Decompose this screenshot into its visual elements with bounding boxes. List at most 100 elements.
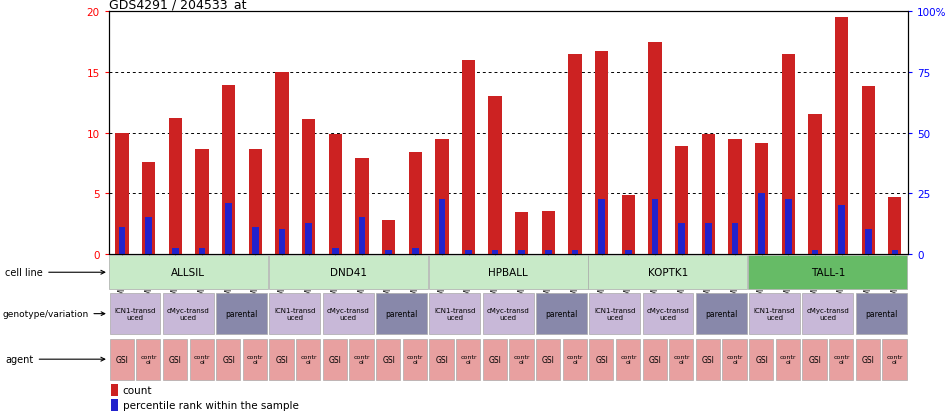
Bar	[323, 339, 347, 380]
Bar	[883, 339, 906, 380]
Bar	[482, 293, 534, 335]
Text: ICN1-transd
uced: ICN1-transd uced	[274, 308, 316, 320]
Bar	[217, 339, 240, 380]
Text: GSI: GSI	[755, 355, 768, 364]
Bar	[648, 43, 661, 254]
Bar	[642, 293, 693, 335]
Bar	[429, 256, 587, 289]
Text: percentile rank within the sample: percentile rank within the sample	[123, 400, 299, 410]
Bar	[888, 197, 902, 254]
Bar	[275, 73, 289, 254]
Bar	[142, 162, 155, 254]
Bar	[349, 339, 374, 380]
Text: contr
ol: contr ol	[674, 354, 690, 364]
Bar	[110, 339, 133, 380]
Bar	[563, 339, 587, 380]
Text: contr
ol: contr ol	[780, 354, 797, 364]
Bar	[776, 339, 800, 380]
Bar	[599, 199, 605, 254]
Bar	[302, 120, 315, 254]
Bar	[675, 147, 689, 254]
Bar	[589, 293, 640, 335]
Bar	[856, 339, 880, 380]
Bar	[702, 134, 715, 254]
Text: GSI: GSI	[435, 355, 448, 364]
Bar	[111, 399, 118, 411]
Bar	[196, 150, 209, 254]
Bar	[678, 224, 685, 254]
Text: contr
ol: contr ol	[833, 354, 850, 364]
Bar	[696, 339, 720, 380]
Bar	[755, 144, 768, 254]
Bar	[119, 228, 126, 254]
Text: KOPTK1: KOPTK1	[648, 268, 688, 278]
Bar	[808, 115, 821, 254]
Bar	[862, 87, 875, 254]
Bar	[270, 293, 321, 335]
Text: count: count	[123, 385, 152, 395]
Bar	[723, 339, 746, 380]
Bar	[865, 230, 871, 254]
Bar	[115, 133, 129, 254]
Text: contr
ol: contr ol	[621, 354, 637, 364]
Bar	[571, 250, 578, 254]
Bar	[802, 293, 853, 335]
Text: contr
ol: contr ol	[886, 354, 903, 364]
Bar	[111, 384, 118, 396]
Text: cell line: cell line	[6, 268, 105, 278]
Bar	[332, 248, 339, 254]
Bar	[492, 250, 499, 254]
Text: GSI: GSI	[329, 355, 342, 364]
Bar	[269, 256, 428, 289]
Text: parental: parental	[865, 309, 898, 318]
Bar	[439, 199, 446, 254]
Bar	[409, 152, 422, 254]
Bar	[146, 218, 152, 254]
Bar	[109, 256, 268, 289]
Bar	[759, 194, 765, 254]
Text: parental: parental	[225, 309, 258, 318]
Bar	[377, 339, 400, 380]
Bar	[225, 203, 232, 254]
Bar	[323, 293, 374, 335]
Text: contr
ol: contr ol	[727, 354, 744, 364]
Text: contr
ol: contr ol	[407, 354, 424, 364]
Text: parental: parental	[385, 309, 418, 318]
Bar	[217, 293, 267, 335]
Bar	[781, 55, 795, 254]
Text: ALLSIL: ALLSIL	[171, 268, 205, 278]
Text: GSI: GSI	[115, 355, 129, 364]
Text: GSI: GSI	[862, 355, 875, 364]
Bar	[482, 339, 507, 380]
Bar	[110, 293, 161, 335]
Bar	[456, 339, 481, 380]
Bar	[542, 212, 555, 254]
Bar	[382, 220, 395, 254]
Bar	[199, 248, 205, 254]
Bar	[403, 339, 427, 380]
Bar	[462, 61, 475, 254]
Text: cMyc-transd
uced: cMyc-transd uced	[326, 308, 370, 320]
Bar	[595, 52, 608, 254]
Text: GSI: GSI	[595, 355, 608, 364]
Text: GSI: GSI	[489, 355, 501, 364]
Text: GSI: GSI	[169, 355, 182, 364]
Bar	[488, 97, 501, 254]
Bar	[569, 55, 582, 254]
Bar	[705, 224, 711, 254]
Text: contr
ol: contr ol	[461, 354, 477, 364]
Bar	[377, 293, 427, 335]
Bar	[731, 224, 738, 254]
Bar	[642, 339, 667, 380]
Bar	[748, 256, 907, 289]
Bar	[785, 199, 792, 254]
Text: GSI: GSI	[275, 355, 289, 364]
Bar	[728, 139, 742, 254]
Text: cMyc-transd
uced: cMyc-transd uced	[806, 308, 850, 320]
Bar	[509, 339, 534, 380]
Bar	[812, 250, 818, 254]
Bar	[252, 228, 258, 254]
Bar	[625, 250, 632, 254]
Bar	[429, 293, 481, 335]
Bar	[328, 134, 342, 254]
